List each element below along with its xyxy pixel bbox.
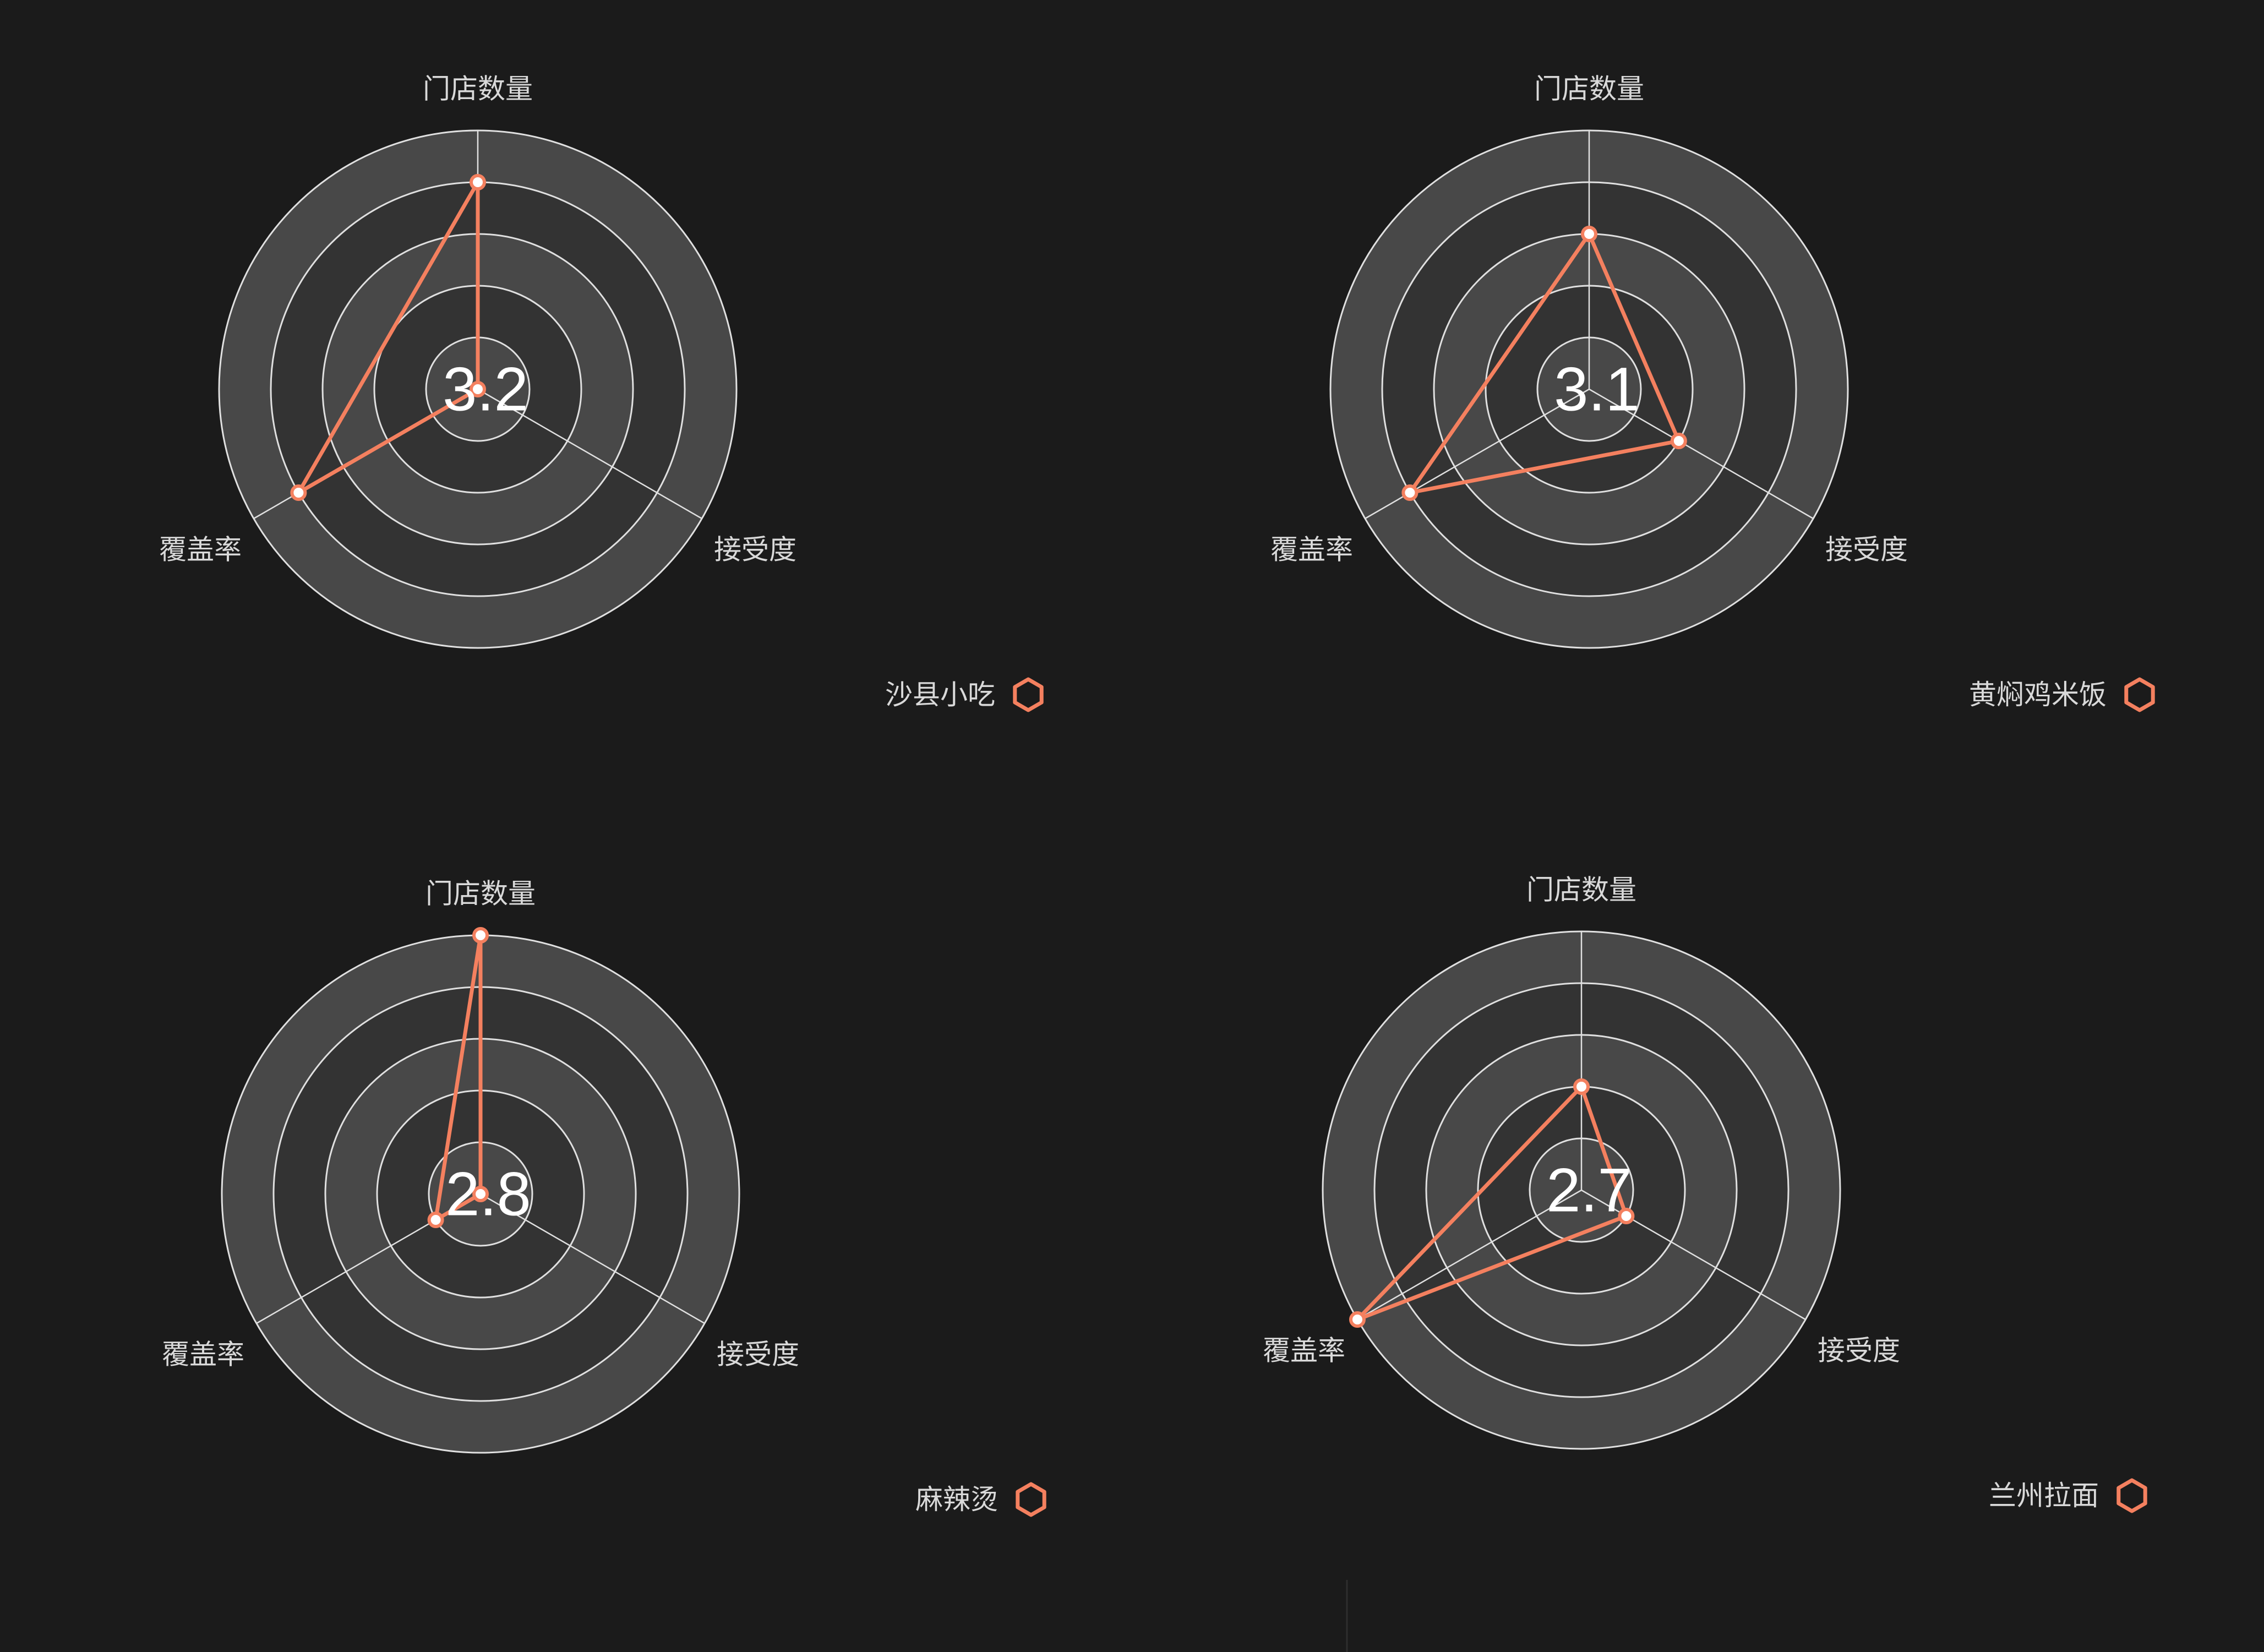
series-point — [470, 381, 486, 397]
series-point — [1618, 1208, 1635, 1224]
series-line — [296, 180, 480, 495]
axis-label: 接受度 — [714, 534, 797, 566]
radar-axis-line — [480, 1193, 705, 1324]
axis-label: 门店数量 — [423, 73, 533, 105]
hexagon-icon — [2116, 1478, 2147, 1513]
axis-label: 门店数量 — [425, 878, 536, 910]
legend-label: 兰州拉面 — [1989, 1480, 2099, 1512]
radar-axis-line — [1589, 388, 1814, 520]
legend-item[interactable]: 沙县小吃 — [885, 677, 1044, 712]
axis-label: 门店数量 — [1534, 73, 1644, 105]
center-value: 3.1 — [1554, 355, 1640, 424]
axis-label: 覆盖率 — [159, 534, 242, 566]
series-point — [1401, 484, 1419, 501]
series-line — [1355, 1084, 1628, 1322]
axis-label: 接受度 — [1818, 1335, 1900, 1367]
series-point — [427, 1212, 444, 1228]
legend-item[interactable]: 麻辣烫 — [915, 1482, 1046, 1517]
series-point — [472, 927, 489, 944]
radar-axis-line — [477, 388, 702, 520]
legend-label: 黄焖鸡米饭 — [1969, 679, 2107, 711]
center-value: 2.7 — [1546, 1156, 1632, 1225]
hexagon-icon — [2124, 677, 2155, 712]
legend-label: 麻辣烫 — [915, 1484, 998, 1515]
series-point — [1581, 226, 1597, 242]
series-point — [1349, 1311, 1366, 1328]
legend-item[interactable]: 黄焖鸡米饭 — [1969, 677, 2155, 712]
radar-axis-line — [1357, 1189, 1582, 1321]
series-point — [290, 484, 307, 501]
axis-label: 门店数量 — [1526, 874, 1636, 906]
radar-axis-line — [1581, 1189, 1806, 1321]
axis-label: 覆盖率 — [162, 1339, 244, 1371]
hexagon-icon — [1016, 1482, 1046, 1517]
axis-label: 接受度 — [717, 1339, 799, 1371]
series-line — [434, 933, 483, 1222]
radar-axis-line — [1365, 388, 1590, 520]
axis-label: 覆盖率 — [1270, 534, 1353, 566]
center-value: 2.8 — [445, 1160, 531, 1229]
series-point — [1670, 433, 1687, 449]
axis-label: 覆盖率 — [1263, 1335, 1345, 1367]
series-point — [470, 174, 486, 190]
hexagon-icon — [1013, 677, 1044, 712]
series-line — [1408, 232, 1681, 495]
legend-item[interactable]: 兰州拉面 — [1989, 1478, 2147, 1513]
series-point — [472, 1186, 489, 1202]
axis-label: 接受度 — [1825, 534, 1908, 566]
center-value: 3.2 — [443, 355, 528, 424]
series-point — [1573, 1078, 1590, 1095]
legend-label: 沙县小吃 — [885, 679, 995, 711]
